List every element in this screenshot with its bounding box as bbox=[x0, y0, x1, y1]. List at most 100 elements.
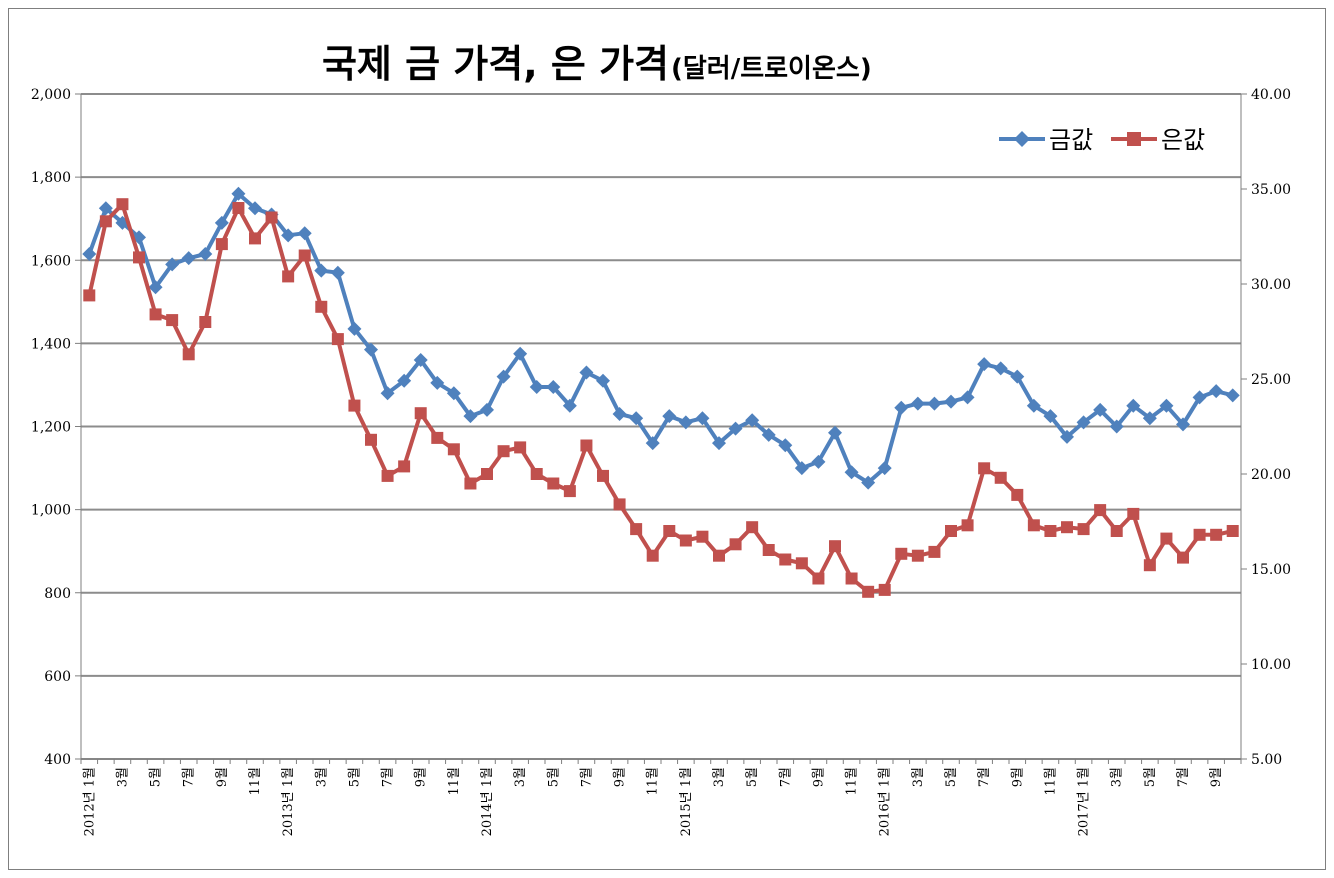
x-tick-label: 5월 bbox=[1143, 767, 1158, 787]
data-point-diamond bbox=[380, 386, 395, 401]
chart-frame: 국제 금 가격, 은 가격 (달러/트로이온스) 400 600 800 1,000 1… bbox=[8, 8, 1326, 870]
data-point-diamond bbox=[198, 247, 213, 262]
x-tick-label: 2014년 1월 bbox=[480, 767, 495, 836]
x-tick-label: 7월 bbox=[1176, 767, 1191, 787]
legend-label: 은값 bbox=[1161, 126, 1205, 154]
data-point-diamond bbox=[761, 427, 776, 442]
data-point-diamond bbox=[844, 465, 859, 480]
data-point-square bbox=[895, 547, 908, 560]
data-point-diamond bbox=[778, 438, 793, 453]
x-tick-label: 7월 bbox=[182, 767, 197, 787]
data-point-square bbox=[630, 523, 643, 536]
data-point-square bbox=[348, 399, 361, 412]
data-point-square bbox=[829, 540, 841, 553]
data-point-square bbox=[365, 433, 377, 446]
data-point-diamond bbox=[1076, 415, 1091, 430]
data-point-diamond bbox=[695, 411, 710, 426]
data-point-square bbox=[99, 215, 112, 228]
data-point-diamond bbox=[828, 425, 842, 440]
legend-marker-square bbox=[1127, 132, 1141, 146]
y-right-tick-label: 35.00 bbox=[1251, 182, 1291, 198]
x-tick-label: 2013년 1월 bbox=[281, 767, 296, 836]
data-point-square bbox=[580, 439, 593, 452]
data-point-diamond bbox=[861, 475, 876, 490]
data-point-diamond bbox=[596, 373, 610, 388]
data-point-diamond bbox=[413, 353, 428, 367]
data-point-diamond bbox=[712, 436, 726, 451]
data-point-diamond bbox=[1192, 390, 1207, 405]
data-point-diamond bbox=[662, 409, 677, 424]
data-point-square bbox=[961, 519, 974, 532]
data-point-diamond bbox=[645, 436, 660, 451]
data-point-square bbox=[547, 477, 560, 490]
data-point-diamond bbox=[430, 375, 445, 390]
x-tick-label: 5월 bbox=[347, 767, 362, 787]
legend: 금값 은값 bbox=[999, 126, 1205, 154]
data-point-diamond bbox=[1209, 384, 1224, 399]
y-left-tick-label: 600 bbox=[44, 669, 71, 685]
y-right-tick-label: 30.00 bbox=[1251, 277, 1291, 293]
x-tick-label: 3월 bbox=[712, 767, 727, 787]
y-left-tick-label: 1,600 bbox=[31, 253, 71, 269]
y-left-tick-label: 1,400 bbox=[31, 336, 71, 352]
x-tick-label: 9월 bbox=[811, 767, 826, 787]
data-point-diamond bbox=[82, 247, 97, 262]
data-point-square bbox=[1094, 504, 1107, 517]
x-tick-label: 5월 bbox=[546, 767, 561, 787]
data-point-diamond bbox=[463, 409, 478, 424]
data-point-diamond bbox=[993, 361, 1008, 376]
data-point-diamond bbox=[480, 402, 494, 417]
x-tick-label: 2012년 1월 bbox=[82, 767, 97, 836]
data-point-square bbox=[597, 469, 609, 482]
x-tick-label: 5월 bbox=[745, 767, 760, 787]
data-point-square bbox=[249, 232, 261, 245]
data-point-square bbox=[1177, 551, 1189, 564]
data-point-square bbox=[1077, 523, 1090, 536]
data-point-diamond bbox=[446, 386, 461, 401]
chart-title: 국제 금 가격, 은 가격 bbox=[322, 42, 669, 86]
data-point-diamond bbox=[297, 226, 312, 241]
data-point-square bbox=[215, 238, 228, 251]
data-point-square bbox=[978, 462, 991, 475]
data-point-square bbox=[166, 314, 179, 327]
data-point-square bbox=[1011, 488, 1024, 501]
data-point-diamond bbox=[330, 265, 345, 280]
data-point-square bbox=[381, 469, 394, 482]
data-point-square bbox=[878, 583, 891, 596]
data-point-diamond bbox=[745, 413, 760, 428]
data-point-diamond bbox=[1142, 411, 1157, 426]
data-point-square bbox=[298, 249, 311, 262]
data-point-diamond bbox=[1043, 409, 1058, 424]
x-tick-label: 3월 bbox=[911, 767, 926, 787]
data-point-diamond bbox=[1126, 398, 1141, 413]
x-tick-label: 11월 bbox=[845, 767, 860, 796]
x-tick-label: 5월 bbox=[944, 767, 959, 787]
data-point-diamond bbox=[214, 215, 229, 230]
data-point-square bbox=[1110, 525, 1123, 537]
data-point-diamond bbox=[678, 415, 693, 430]
data-point-diamond bbox=[314, 263, 329, 278]
data-point-square bbox=[1193, 528, 1206, 541]
data-point-square bbox=[696, 530, 709, 543]
data-point-square bbox=[795, 557, 808, 570]
data-point-diamond bbox=[1159, 398, 1174, 413]
data-point-diamond bbox=[98, 201, 113, 216]
x-tick-label: 7월 bbox=[579, 767, 594, 787]
x-tick-label: 9월 bbox=[1209, 767, 1224, 787]
x-tick-label: 2016년 1월 bbox=[878, 767, 893, 836]
data-point-diamond bbox=[944, 394, 958, 409]
x-tick-label: 11월 bbox=[1043, 767, 1058, 796]
data-point-square bbox=[713, 549, 725, 562]
data-point-diamond bbox=[629, 411, 644, 426]
data-point-diamond bbox=[231, 186, 246, 201]
data-point-diamond bbox=[910, 396, 925, 411]
legend-label: 금값 bbox=[1049, 126, 1093, 154]
x-tick-label: 7월 bbox=[381, 767, 396, 787]
series-group bbox=[82, 186, 1240, 598]
data-point-diamond bbox=[877, 461, 892, 476]
data-point-square bbox=[1226, 525, 1239, 537]
y-left-tick-label: 800 bbox=[44, 586, 71, 602]
x-tick-label: 5월 bbox=[149, 767, 164, 787]
data-point-diamond bbox=[1225, 388, 1240, 403]
data-point-square bbox=[83, 289, 96, 302]
